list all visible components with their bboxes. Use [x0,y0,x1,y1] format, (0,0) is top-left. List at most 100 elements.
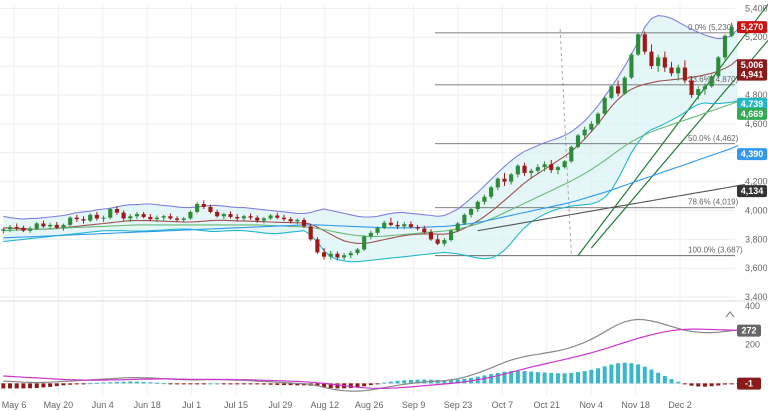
candle-body [101,217,106,219]
histogram-bar [295,383,300,386]
histogram-bar [74,383,79,385]
histogram-bar [121,381,126,384]
histogram-bar [348,383,353,389]
candle-body [288,219,293,222]
histogram-bar [248,383,253,385]
candle-body [355,249,360,254]
histogram-bar [54,383,59,387]
candle-body [662,57,667,68]
histogram-bar [522,371,527,384]
y-tick-label: 4,000 [745,205,768,215]
collapse-pane-icon[interactable] [725,311,735,318]
candle-body [595,113,601,124]
candle-body [21,227,26,231]
candle-body [161,216,166,218]
price-badge-label: 4,134 [741,186,764,196]
candle-body [589,123,594,130]
histogram-bar [562,373,567,384]
candle-body [88,214,93,221]
candle-body [656,57,661,67]
histogram-bar [235,383,240,385]
fib-level-label: 78.6% (4,019) [688,198,739,207]
histogram-bar [502,371,507,384]
candle-body [529,170,534,173]
overlay-series-line [3,100,739,263]
histogram-bar [642,366,647,384]
histogram-bar [729,383,734,385]
histogram-bar [141,382,146,384]
candle-body [575,135,581,147]
histogram-bar [462,378,467,384]
candle-body [696,89,701,95]
x-tick-label: Nov 18 [621,400,650,410]
histogram-bar [455,379,460,384]
candle-body [569,146,574,162]
candle-body [281,217,287,220]
histogram-bar [281,383,286,386]
candle-body [255,217,260,221]
histogram-bar [155,382,160,384]
fib-level-label: 100.0% (3,687) [688,246,743,255]
candle-body [422,228,427,233]
histogram-bar [408,379,413,384]
candle-body [669,67,674,74]
histogram-bar [415,379,420,384]
overlay-series-line [3,15,739,220]
candle-body [615,86,621,94]
price-badge [737,148,767,161]
osc-badge [737,377,761,390]
candle-body [295,219,300,222]
macd-line [3,318,739,392]
fib-level-label: 50.0% (4,462) [688,134,739,143]
histogram-bar [689,383,694,386]
candle-body [148,216,153,220]
histogram-bar [228,383,233,385]
histogram-bar [81,383,86,385]
histogram-bar [315,383,320,387]
histogram-bar [255,383,260,385]
candle-body [34,223,39,229]
candle-body [702,86,708,90]
histogram-bar [14,383,19,389]
histogram-bar [722,383,727,385]
y-tick-label: 3,600 [745,263,768,273]
histogram-bar [168,383,173,385]
histogram-bar [495,372,500,384]
histogram-bar [94,382,99,384]
candle-body [495,178,500,188]
candle-body [649,51,654,67]
candle-body [308,226,313,240]
candle-body [415,227,420,229]
candle-body [154,217,160,220]
histogram-bar [48,383,53,387]
candle-body [7,227,13,230]
candle-body [268,215,273,219]
histogram-bar [696,383,701,387]
candle-body [542,164,547,168]
histogram-bar [28,383,33,389]
candle-body [348,253,353,256]
histogram-bar [589,369,594,384]
candle-body [241,216,246,219]
candle-body [629,54,634,78]
histogram-bar [702,383,707,387]
candle-body [582,129,587,136]
candle-body [408,224,414,228]
candle-body [328,253,333,257]
histogram-bar [482,375,487,384]
histogram-bar [68,383,73,385]
osc-badge-label: -1 [745,379,753,389]
histogram-bar [34,383,39,389]
histogram-bar [569,372,574,384]
candle-body [275,215,280,218]
histogram-bar [616,363,621,384]
candle-body [489,187,494,197]
histogram-bar [622,362,627,384]
histogram-bar [188,383,193,385]
candle-body [636,34,641,55]
candle-body [428,232,434,240]
price-badge-label: 4,390 [741,149,764,159]
histogram-bar [716,383,721,386]
candle-body [188,211,193,219]
